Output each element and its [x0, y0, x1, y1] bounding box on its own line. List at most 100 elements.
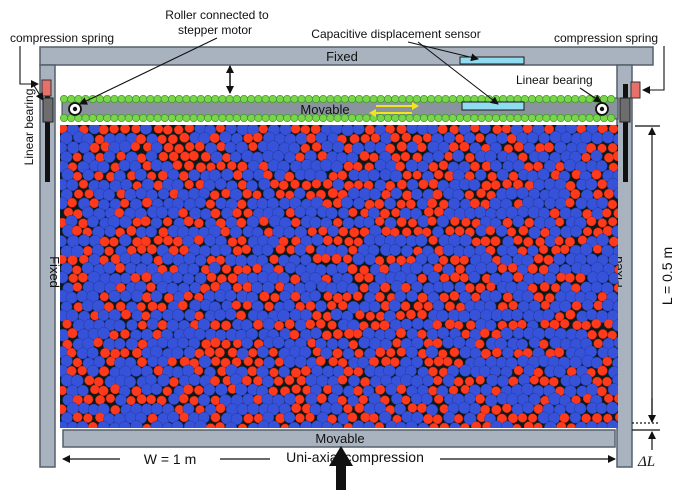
- small-particle: [554, 312, 565, 322]
- green-particle: [211, 114, 220, 123]
- green-particle: [499, 114, 508, 123]
- small-particle: [269, 367, 279, 378]
- small-particle: [89, 142, 100, 153]
- large-particle: [197, 393, 211, 407]
- small-particle: [300, 143, 311, 154]
- small-particle: [517, 413, 528, 423]
- small-particle: [432, 319, 443, 330]
- green-particle: [355, 114, 364, 123]
- large-particle: [608, 253, 618, 266]
- large-particle: [584, 178, 598, 191]
- small-particle: [243, 356, 253, 367]
- small-particle: [301, 180, 312, 191]
- large-particle: [611, 319, 618, 332]
- small-particle: [93, 376, 104, 387]
- large-particle: [321, 140, 334, 153]
- length-label: L = 0.5 m: [659, 247, 675, 305]
- large-particle: [426, 125, 439, 135]
- small-particle: [433, 394, 444, 404]
- large-particle: [495, 224, 508, 237]
- compression-spring-right: [630, 81, 641, 99]
- large-particle: [135, 187, 148, 200]
- large-particle: [474, 169, 487, 181]
- large-particle: [82, 169, 95, 181]
- green-particle: [218, 95, 227, 104]
- small-particle: [215, 403, 226, 414]
- small-particle: [327, 320, 337, 330]
- small-particle: [444, 151, 454, 161]
- large-particle: [294, 243, 307, 256]
- green-particle: [585, 114, 594, 123]
- small-particle: [93, 337, 103, 348]
- large-particle: [559, 299, 572, 313]
- green-particle: [103, 95, 112, 104]
- small-particle: [72, 265, 82, 275]
- large-particle: [405, 345, 419, 359]
- large-particle: [188, 373, 201, 387]
- small-particle: [130, 272, 141, 283]
- small-particle: [67, 254, 78, 266]
- small-particle: [221, 320, 232, 331]
- small-particle: [513, 235, 523, 245]
- small-particle: [613, 283, 618, 293]
- large-particle: [124, 262, 137, 275]
- small-particle: [103, 301, 114, 313]
- small-particle: [337, 395, 347, 406]
- small-particle: [209, 132, 220, 144]
- green-particle: [96, 95, 105, 104]
- small-particle: [402, 190, 413, 201]
- large-particle: [505, 186, 519, 200]
- large-particle: [484, 150, 497, 163]
- large-particle: [134, 168, 147, 181]
- green-particle: [283, 114, 292, 123]
- large-particle: [224, 421, 238, 428]
- roller-right: [595, 102, 609, 116]
- green-particle: [160, 114, 169, 123]
- small-particle: [433, 356, 444, 367]
- small-particle: [295, 413, 305, 423]
- small-particle: [524, 217, 535, 228]
- small-particle: [232, 208, 242, 218]
- small-particle: [480, 236, 491, 247]
- small-particle: [168, 151, 179, 162]
- small-particle: [593, 338, 603, 349]
- small-particle: [98, 125, 109, 135]
- large-particle: [512, 215, 525, 228]
- small-particle: [278, 180, 289, 191]
- small-particle: [275, 189, 285, 199]
- small-particle: [236, 217, 247, 228]
- small-particle: [157, 134, 167, 145]
- small-particle: [185, 141, 195, 152]
- small-particle: [475, 283, 486, 294]
- small-particle: [538, 339, 549, 350]
- large-particle: [342, 347, 355, 360]
- large-particle: [457, 309, 471, 323]
- large-particle: [400, 244, 414, 258]
- green-particle: [74, 95, 83, 104]
- large-particle: [332, 140, 345, 154]
- small-particle: [237, 161, 248, 172]
- small-particle: [241, 375, 252, 386]
- green-particle: [355, 95, 364, 104]
- small-particle: [78, 179, 89, 189]
- large-particle: [416, 160, 429, 173]
- large-particle: [118, 159, 131, 172]
- small-particle: [518, 225, 529, 236]
- small-particle: [248, 141, 258, 152]
- large-particle: [189, 281, 202, 294]
- small-particle: [210, 412, 221, 423]
- small-particle: [565, 180, 576, 191]
- large-particle: [241, 337, 254, 350]
- large-particle: [437, 326, 450, 340]
- small-particle: [540, 300, 551, 310]
- large-particle: [77, 384, 89, 397]
- compression-spring-left: [41, 79, 52, 97]
- small-particle: [247, 366, 258, 377]
- large-particle: [102, 188, 116, 202]
- small-particle: [258, 125, 269, 134]
- large-particle: [261, 244, 274, 257]
- linear-bearing-block-right: [619, 97, 631, 123]
- green-particle: [362, 114, 371, 123]
- large-particle: [364, 253, 377, 266]
- small-particle: [132, 217, 142, 227]
